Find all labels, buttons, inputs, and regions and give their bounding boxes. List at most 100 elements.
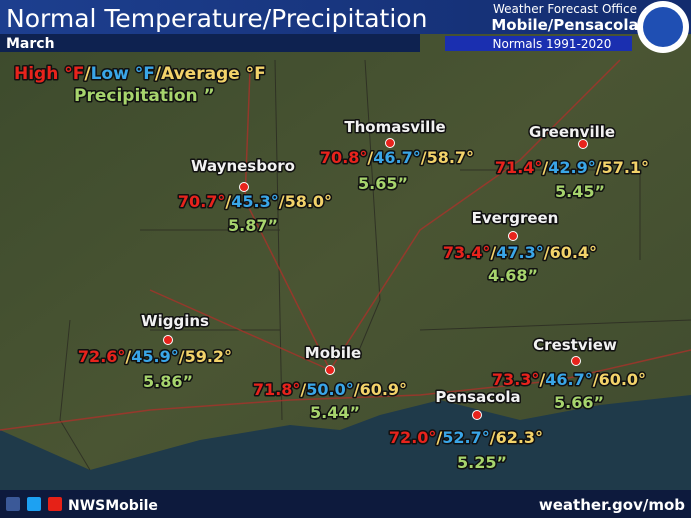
separator: /: [279, 192, 285, 211]
normals: Normals 1991-2020: [493, 37, 612, 51]
facebook-icon[interactable]: [6, 497, 20, 511]
separator: /: [354, 380, 360, 399]
header-bar: [0, 0, 691, 34]
station-dot: [239, 182, 249, 192]
station-name: Pensacola: [435, 388, 520, 406]
temp-high: 70.8°: [320, 148, 367, 167]
temp-high: 73.4°: [443, 243, 490, 262]
county-lines: [59, 59, 691, 471]
station-dot: [325, 365, 335, 375]
temp-average: 58.0°: [285, 192, 332, 211]
station-precipitation: 5.44”: [310, 403, 360, 422]
temp-high: 71.4°: [495, 158, 542, 177]
station-dot: [508, 231, 518, 241]
temp-low: 46.7°: [373, 148, 420, 167]
month-bar: [0, 34, 420, 52]
office-name: Mobile/Pensacola: [491, 16, 638, 34]
temp-high: 72.6°: [78, 347, 125, 366]
separator: /: [225, 192, 231, 211]
station-precipitation: 5.45”: [555, 182, 605, 201]
station-temps: 73.4°/47.3°/60.4°: [443, 243, 597, 262]
separator: /: [179, 347, 185, 366]
separator: /: [596, 158, 602, 177]
temp-average: 59.2°: [185, 347, 232, 366]
legend-temps: High °F/Low °F/Average °F: [14, 64, 266, 84]
station-temps: 73.3°/46.7°/60.0°: [492, 370, 646, 389]
station-dot: [472, 410, 482, 420]
station-temps: 71.4°/42.9°/57.1°: [495, 158, 649, 177]
youtube-icon[interactable]: [48, 497, 62, 511]
temp-average: 60.4°: [550, 243, 597, 262]
temp-low: 52.7°: [442, 428, 489, 447]
temp-low: 45.3°: [231, 192, 278, 211]
separator: /: [421, 148, 427, 167]
stations: Thomasville70.8°/46.7°/58.7°5.65”Greenvi…: [76, 117, 650, 474]
separator: /: [367, 148, 373, 167]
separator: /: [436, 428, 442, 447]
social-handle: NWSMobile: [68, 498, 158, 514]
station-temps: 72.0°/52.7°/62.3°: [389, 428, 543, 447]
station-temps: 70.8°/46.7°/58.7°: [320, 148, 474, 167]
station-name: Evergreen: [472, 209, 559, 227]
separator: /: [542, 158, 548, 177]
temp-low: 50.0°: [306, 380, 353, 399]
separator: /: [490, 243, 496, 262]
station-dot: [571, 356, 581, 366]
legend-sep: /: [155, 64, 162, 84]
month: March: [6, 36, 55, 52]
normals-box: [445, 36, 632, 51]
separator: /: [539, 370, 545, 389]
temp-average: 62.3°: [496, 428, 543, 447]
separator: /: [490, 428, 496, 447]
office: Weather Forecast Office: [493, 2, 637, 16]
twitter-icon[interactable]: [27, 497, 41, 511]
station-name: Thomasville: [344, 118, 445, 136]
separator: /: [300, 380, 306, 399]
station-temps: 70.7°/45.3°/58.0°: [178, 192, 332, 211]
legend-sep: /: [84, 64, 91, 84]
temp-average: 58.7°: [427, 148, 474, 167]
temp-high: 70.7°: [178, 192, 225, 211]
station-dot: [163, 335, 173, 345]
temp-low: 46.7°: [545, 370, 592, 389]
station-precipitation: 5.86”: [143, 372, 193, 391]
station-dot: [578, 139, 588, 149]
station-name: Crestview: [533, 336, 617, 354]
temp-average: 60.0°: [599, 370, 646, 389]
station-precipitation: 5.25”: [457, 453, 507, 472]
station-precipitation: 5.66”: [554, 393, 604, 412]
website: weather.gov/mob: [539, 496, 685, 514]
station-precipitation: 5.87”: [228, 216, 278, 235]
temp-average: 60.9°: [360, 380, 407, 399]
temp-low: 47.3°: [496, 243, 543, 262]
title: Normal Temperature/Precipitation: [6, 4, 427, 33]
station-precipitation: 4.68”: [488, 266, 538, 285]
temp-low: 45.9°: [131, 347, 178, 366]
station-name: Mobile: [305, 344, 361, 362]
legend-low: Low °F: [91, 64, 155, 84]
station-temps: 72.6°/45.9°/59.2°: [78, 347, 232, 366]
separator: /: [125, 347, 131, 366]
separator: /: [593, 370, 599, 389]
station-precipitation: 5.65”: [358, 174, 408, 193]
temp-high: 73.3°: [492, 370, 539, 389]
station-temps: 71.8°/50.0°/60.9°: [253, 380, 407, 399]
nws-logo-inner: [643, 7, 683, 47]
separator: /: [544, 243, 550, 262]
station-name: Greenville: [529, 123, 615, 141]
station-dot: [385, 138, 395, 148]
legend-high: High °F: [14, 64, 84, 84]
temp-low: 42.9°: [548, 158, 595, 177]
legend-precipitation: Precipitation ”: [74, 86, 215, 106]
footer-bar: [0, 490, 691, 518]
temp-high: 72.0°: [389, 428, 436, 447]
temp-average: 57.1°: [602, 158, 649, 177]
station-name: Wiggins: [141, 312, 209, 330]
station-name: Waynesboro: [191, 157, 295, 175]
water: [0, 395, 691, 518]
temp-high: 71.8°: [253, 380, 300, 399]
legend-average: Average °F: [161, 64, 266, 84]
roads: [0, 59, 691, 431]
